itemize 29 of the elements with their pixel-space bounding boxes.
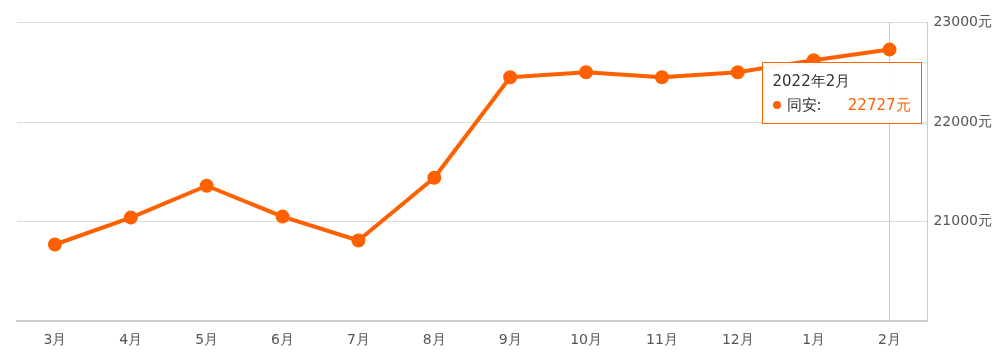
y-tick-label: 23000元 (933, 13, 993, 30)
point (730, 65, 745, 80)
point (579, 65, 594, 80)
x-tick-label: 2月 (878, 331, 901, 348)
y-tick-label: 22000元 (933, 112, 993, 129)
x-tick-label: 8月 (422, 331, 446, 348)
x-tick-label: 12月 (721, 331, 754, 348)
x-tick-label: 9月 (498, 331, 522, 348)
y-tick-label: 21000元 (933, 212, 993, 229)
x-tick-label: 1月 (802, 331, 826, 348)
point (47, 237, 62, 252)
point (882, 42, 897, 57)
point (427, 170, 442, 185)
point (123, 210, 138, 225)
point (351, 233, 366, 248)
data-label: 22727元 (847, 94, 911, 116)
x-tick-label: 11月 (646, 331, 678, 348)
x-tick-label: 3月 (43, 331, 67, 348)
x-tick-label: 5月 (195, 331, 219, 348)
legend-label: 同安: (786, 94, 822, 116)
x-tick-label: 10月 (570, 331, 602, 348)
x-tick-label: 7月 (346, 331, 370, 348)
point (654, 70, 669, 85)
point (503, 70, 518, 85)
annotation: 2022年2月 (772, 70, 852, 92)
point (275, 209, 290, 224)
point (199, 178, 214, 193)
x-tick-label: 4月 (119, 331, 143, 348)
x-tick-label: 6月 (271, 331, 295, 348)
